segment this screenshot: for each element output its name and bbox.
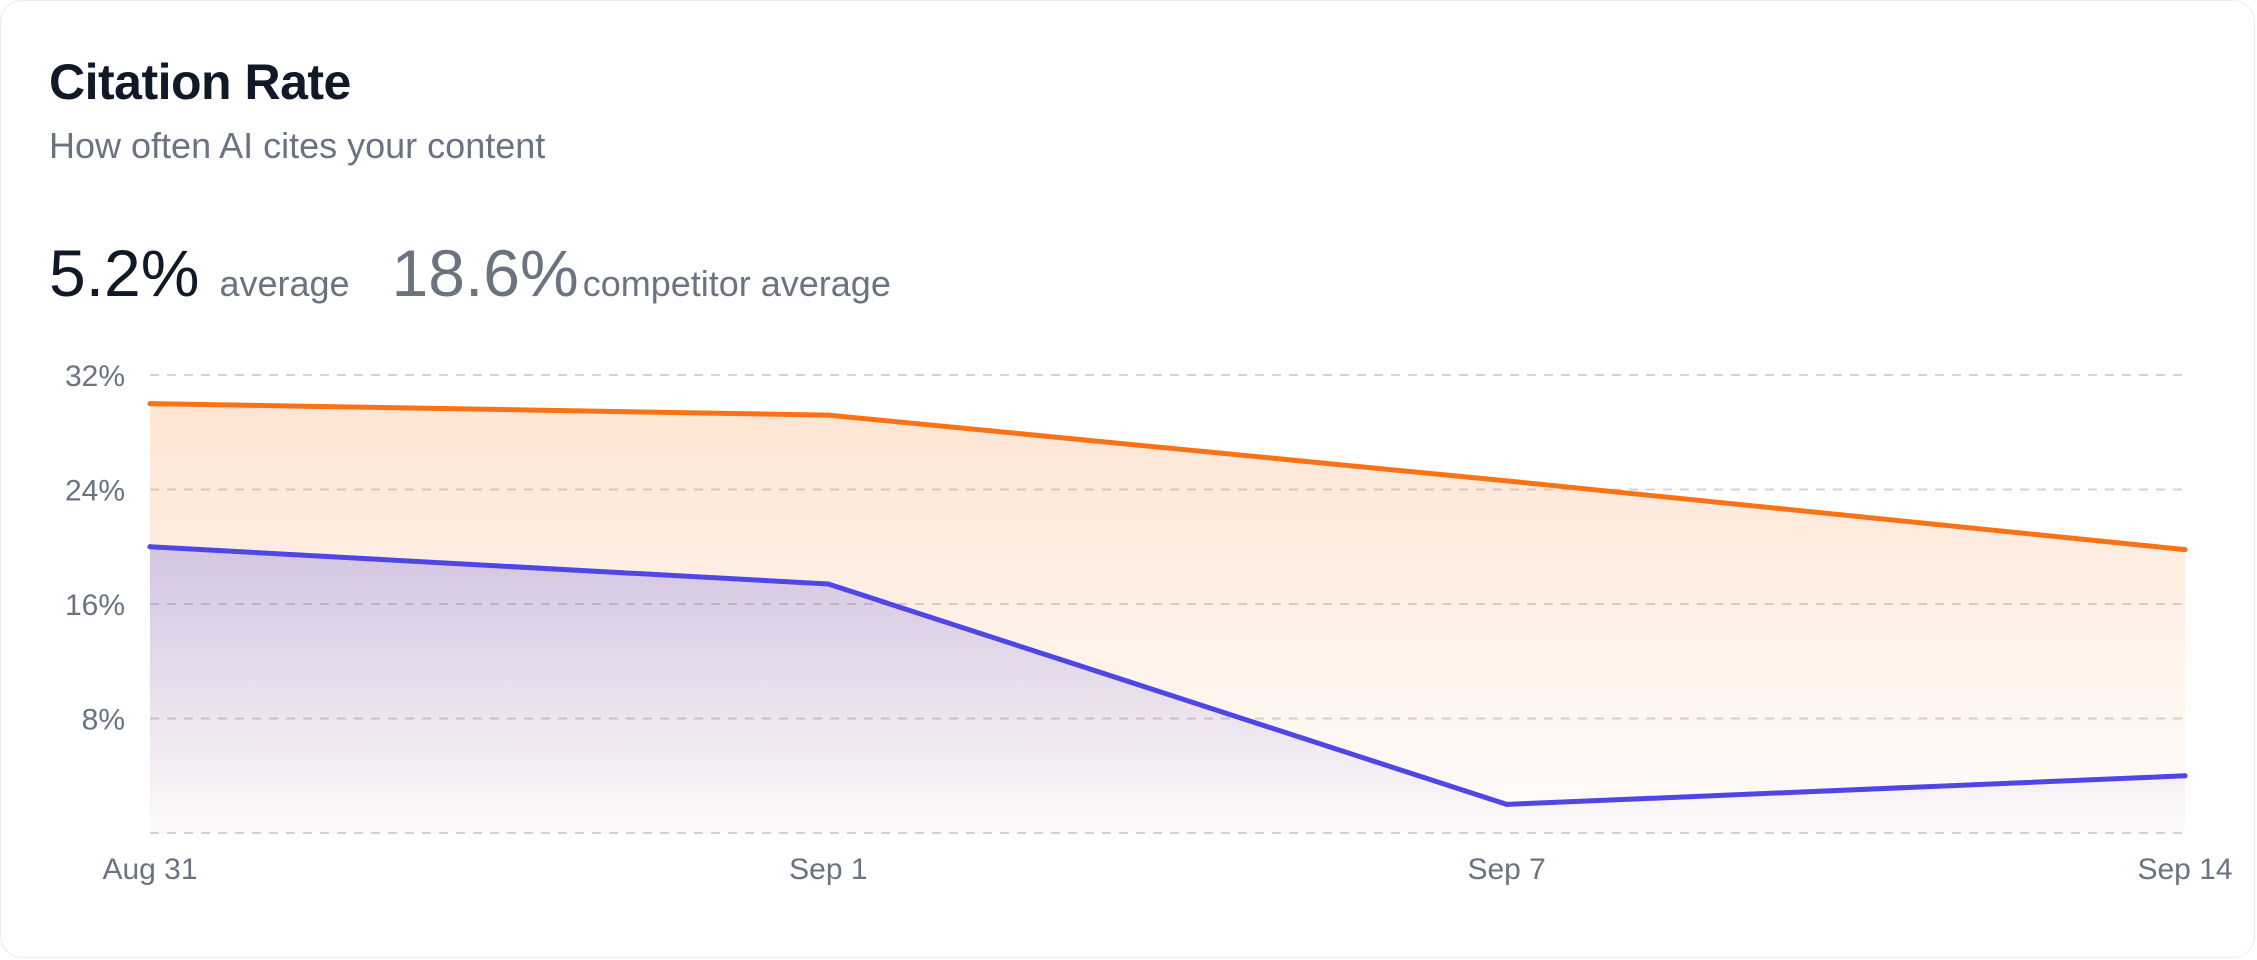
series-0-point [1504,478,1510,484]
series-1-point [147,544,153,550]
series-0-point [2182,547,2188,553]
series-1-point [2182,773,2188,779]
stats-row: 5.2% average 18.6% competitor average [49,235,891,311]
y-tick-label: 16% [65,589,125,622]
card-title: Citation Rate [49,54,351,110]
series-1-area [150,546,2185,833]
series-1-point [825,581,831,587]
average-label: average [219,263,350,304]
x-tick-label: Sep 1 [789,853,867,886]
series-0-line [147,401,2188,553]
x-tick-label: Sep 14 [2137,853,2232,886]
series-0-point [147,401,153,407]
series-1-point [1504,801,1510,807]
x-tick-label: Sep 7 [1467,853,1545,886]
y-tick-label: 8% [82,704,125,737]
series-1-line [147,544,2188,807]
y-tick-label: 24% [65,475,125,508]
card-subtitle: How often AI cites your content [49,125,546,166]
average-value: 5.2% [49,236,200,310]
series-0-point [825,412,831,418]
competitor-average-value: 18.6% [391,236,579,310]
x-tick-label: Aug 31 [102,853,197,886]
y-tick-label: 32% [65,360,125,393]
competitor-average-label: competitor average [582,263,891,304]
